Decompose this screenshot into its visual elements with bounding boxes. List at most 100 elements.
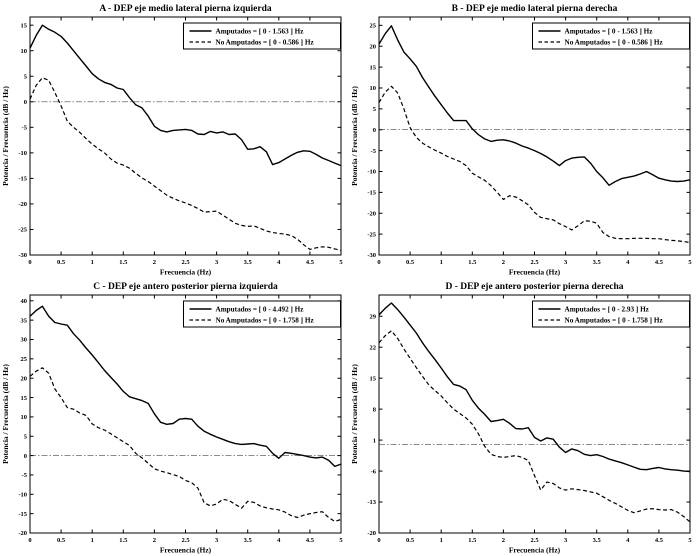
chart-title: A - DEP eje medio lateral pierna izquier… <box>99 4 272 14</box>
x-tick-label: 3 <box>215 537 219 544</box>
series-line-solid-amputados <box>377 302 690 473</box>
y-tick-label: -10 <box>367 169 376 176</box>
x-tick-label: 3.5 <box>592 537 601 544</box>
x-tick-label: 2.5 <box>530 537 539 544</box>
legend-label: No Amputados = [ 0 - 1.758 ] Hz <box>564 317 663 325</box>
x-tick-label: 3 <box>563 259 567 266</box>
x-tick-label: 0.5 <box>57 537 66 544</box>
x-tick-label: 1.5 <box>468 259 477 266</box>
chart-svg-C: 0 0.5 1 1.5 2 2.5 3 3.5 4 4.5 5 40 35 30 25 20 15 10 5 0 -5 -… <box>1 282 343 555</box>
x-tick-label: 2 <box>153 537 156 544</box>
x-tick-label: 1.5 <box>119 537 128 544</box>
y-tick-label: -25 <box>18 227 27 234</box>
y-tick-label: 15 <box>369 64 376 71</box>
y-tick-label: -30 <box>367 252 376 259</box>
y-tick-label: -20 <box>367 530 376 537</box>
y-tick-label: 5 <box>24 433 28 440</box>
x-tick-label: 0 <box>28 537 31 544</box>
y-tick-label: 0 <box>372 127 375 134</box>
x-tick-label: 0 <box>377 537 380 544</box>
chart-dep-medio-lateral-derecha: 0 0.5 1 1.5 2 2.5 3 3.5 4 4.5 5 25 20 15 10 5 0 -5 -10 -15 -… <box>349 0 697 278</box>
y-tick-label: -13 <box>367 499 376 506</box>
y-tick-label: 15 <box>369 375 376 382</box>
chart-svg-D: 0 0.5 1 1.5 2 2.5 3 3.5 4 4.5 5 29 22 15 8 1 -6 -13 -20 D -… <box>350 282 692 555</box>
y-tick-label: 22 <box>369 344 376 351</box>
chart-title: C - DEP eje antero posterior pierna izqu… <box>93 282 278 292</box>
chart-dep-medio-lateral-izquierda: 0 0.5 1 1.5 2 2.5 3 3.5 4 4.5 5 15 10 5 0 -5 -10 -15 -20 -2… <box>0 0 349 278</box>
x-tick-label: 4 <box>626 259 630 266</box>
y-tick-label: 10 <box>21 48 28 55</box>
y-tick-label: 5 <box>372 106 376 113</box>
x-tick-label: 4.5 <box>654 537 663 544</box>
y-tick-label: -25 <box>367 231 376 238</box>
x-tick-label: 0.5 <box>406 259 415 266</box>
y-tick-label: -5 <box>22 472 28 479</box>
y-tick-label: -30 <box>18 252 27 259</box>
x-tick-label: 5 <box>688 537 692 544</box>
legend-label: Amputados = [ 0 - 1.563 ] Hz <box>564 28 653 36</box>
y-tick-label: 25 <box>21 356 28 363</box>
x-tick-label: 1 <box>91 537 94 544</box>
legend-label: No Amputados = [ 0 - 0.586 ] Hz <box>564 39 663 47</box>
y-axis-label: Potencia / Frecuencia (dB / Hz) <box>350 86 359 186</box>
x-tick-label: 1 <box>91 259 94 266</box>
chart-dep-antero-posterior-derecha: 0 0.5 1 1.5 2 2.5 3 3.5 4 4.5 5 29 22 15 8 1 -6 -13 -20 D -… <box>349 278 697 556</box>
series-line-dashed-no-amputados <box>378 330 690 523</box>
plot-box <box>378 16 690 256</box>
y-tick-label: 40 <box>21 298 28 305</box>
x-tick-label: 5 <box>339 537 343 544</box>
x-tick-label: 4.5 <box>306 259 315 266</box>
y-tick-label: -10 <box>18 492 27 499</box>
plot-box <box>29 294 342 534</box>
x-tick-label: 3 <box>563 537 567 544</box>
x-axis-label: Frecuencia (Hz) <box>508 268 560 277</box>
y-tick-label: 15 <box>21 395 28 402</box>
x-tick-label: 2 <box>501 537 504 544</box>
x-tick-label: 0 <box>28 259 31 266</box>
x-tick-label: 0 <box>377 259 380 266</box>
x-tick-label: 1.5 <box>119 259 128 266</box>
x-tick-label: 3.5 <box>244 537 253 544</box>
x-tick-label: 4.5 <box>654 259 663 266</box>
legend-label: Amputados = [ 0 - 4.492 ] Hz <box>216 306 305 314</box>
y-tick-label: 5 <box>24 73 28 80</box>
y-tick-label: -20 <box>367 210 376 217</box>
x-tick-label: 2.5 <box>181 537 190 544</box>
legend-box <box>531 22 690 50</box>
x-tick-label: 4.5 <box>306 537 315 544</box>
x-axis-label: Frecuencia (Hz) <box>160 546 212 555</box>
y-tick-label: 35 <box>21 317 28 324</box>
x-tick-label: 3.5 <box>244 259 253 266</box>
y-tick-label: 10 <box>369 85 376 92</box>
y-tick-label: 8 <box>372 406 376 413</box>
y-tick-label: 1 <box>372 437 375 444</box>
x-tick-label: 4 <box>277 537 281 544</box>
x-tick-label: 0.5 <box>406 537 415 544</box>
x-tick-label: 5 <box>688 259 692 266</box>
y-tick-label: -6 <box>370 468 376 475</box>
y-tick-label: 0 <box>24 99 27 106</box>
y-tick-label: 20 <box>369 43 376 50</box>
x-tick-label: 1.5 <box>468 537 477 544</box>
plot-box <box>29 16 342 256</box>
legend-label: No Amputados = [ 0 - 1.758 ] Hz <box>216 317 315 325</box>
chart-svg-A: 0 0.5 1 1.5 2 2.5 3 3.5 4 4.5 5 15 10 5 0 -5 -10 -15 -20 -2… <box>1 4 343 277</box>
y-tick-label: 10 <box>21 414 28 421</box>
plot-box <box>378 294 690 534</box>
chart-title: B - DEP eje medio lateral pierna derecha <box>451 4 617 14</box>
legend-box <box>183 22 341 50</box>
chart-title: D - DEP eje antero posterior pierna dere… <box>445 282 623 292</box>
chart-svg-B: 0 0.5 1 1.5 2 2.5 3 3.5 4 4.5 5 25 20 15 10 5 0 -5 -10 -15 -… <box>350 4 692 277</box>
y-tick-label: -5 <box>370 148 376 155</box>
y-axis-label: Potencia / Frecuencia (dB / Hz) <box>350 364 359 464</box>
x-tick-label: 3.5 <box>592 259 601 266</box>
x-axis-label: Frecuencia (Hz) <box>160 268 212 277</box>
x-tick-label: 2 <box>153 259 156 266</box>
x-tick-label: 1 <box>439 537 442 544</box>
y-tick-label: -15 <box>367 190 376 197</box>
x-axis-label: Frecuencia (Hz) <box>508 546 560 555</box>
legend-label: Amputados = [ 0 - 2.93 ] Hz <box>564 306 649 314</box>
series-line-dashed-no-amputados <box>29 77 342 251</box>
y-tick-label: -10 <box>18 150 27 157</box>
